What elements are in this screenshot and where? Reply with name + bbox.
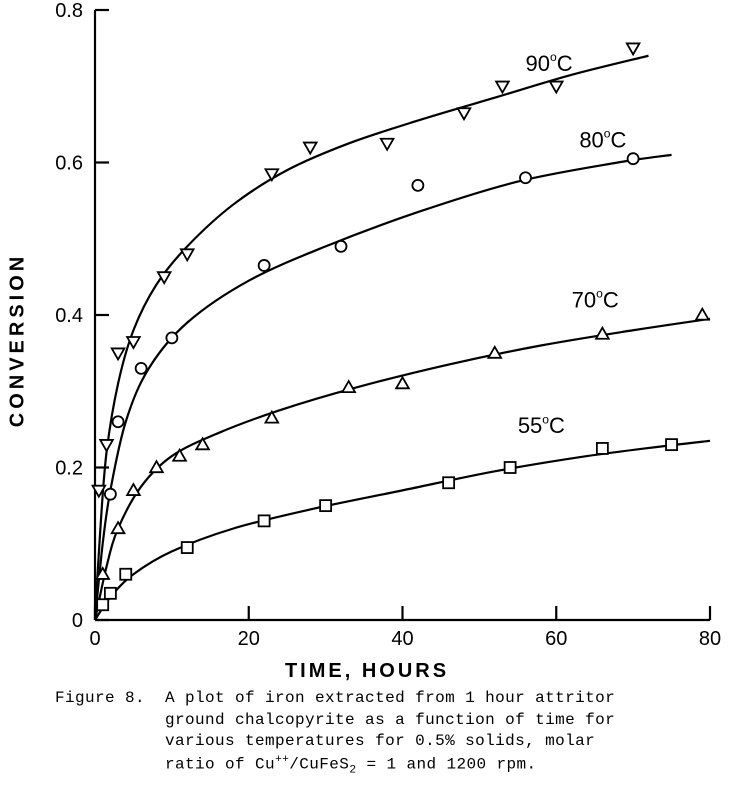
y-axis-label: CONVERSION	[7, 253, 30, 427]
series-label-80C: 80oC	[579, 126, 626, 152]
svg-text:0.8: 0.8	[55, 0, 83, 22]
svg-text:60: 60	[545, 628, 567, 650]
caption-line2: ground chalcopyrite as a function of tim…	[165, 711, 615, 729]
series-90C: 90oC	[93, 43, 649, 620]
figure-caption: Figure 8. A plot of iron extracted from …	[55, 688, 695, 778]
svg-text:0: 0	[72, 610, 83, 632]
series-55C: 55oC	[95, 412, 710, 620]
figure-page: CONVERSION TIME, HOURS 02040608000.20.40…	[0, 0, 734, 794]
caption-line4-post: = 1 and 1200 rpm.	[356, 755, 536, 773]
curve-70C	[95, 319, 710, 620]
svg-text:0.6: 0.6	[55, 153, 83, 175]
series-70C: 70oC	[95, 286, 710, 620]
svg-text:40: 40	[391, 628, 413, 650]
svg-text:80: 80	[699, 628, 721, 650]
caption-label: Figure 8.	[55, 689, 145, 707]
series-label-55C: 55oC	[518, 412, 565, 438]
curve-55C	[95, 441, 710, 620]
caption-line4-mid: /CuFeS	[289, 755, 349, 773]
series-label-90C: 90oC	[526, 50, 573, 76]
caption-line1: A plot of iron extracted from 1 hour att…	[165, 689, 615, 707]
svg-text:0: 0	[89, 628, 100, 650]
svg-text:20: 20	[238, 628, 260, 650]
caption-superscript: ++	[275, 754, 289, 766]
series-label-70C: 70oC	[572, 286, 619, 312]
svg-text:0.2: 0.2	[55, 458, 83, 480]
caption-line3: various temperatures for 0.5% solids, mo…	[165, 732, 595, 750]
x-axis-label: TIME, HOURS	[0, 660, 734, 683]
svg-text:0.4: 0.4	[55, 305, 83, 327]
conversion-chart: 0 20 40 60 80 0 0.2 0.4 0.6 0.8 90oC 80oC 70oC 55oC	[0, 0, 734, 680]
caption-line4-pre: ratio of Cu	[165, 755, 275, 773]
